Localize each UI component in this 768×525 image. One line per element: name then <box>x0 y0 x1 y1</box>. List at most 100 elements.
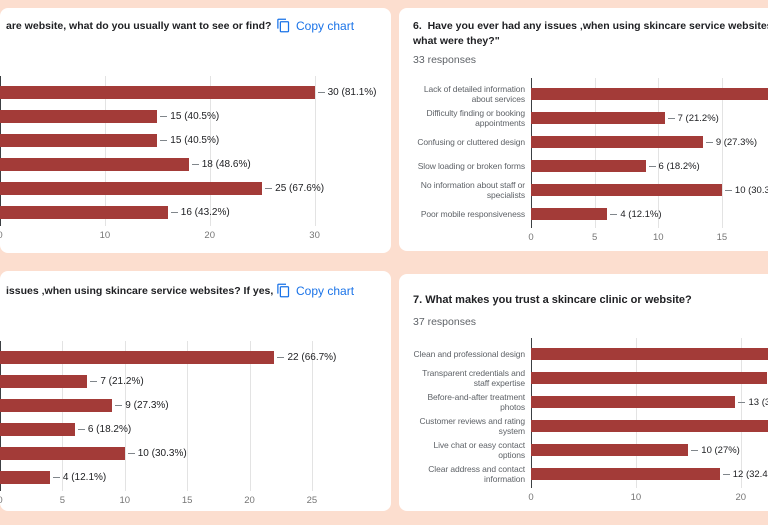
bar-row: Lack of detailed information about servi… <box>405 82 768 106</box>
bar <box>531 468 720 480</box>
category-label: Clean and professional design <box>413 349 526 359</box>
bar-row: 7 (21.2%) <box>0 369 388 393</box>
category-label: Customer reviews and rating system <box>419 416 526 436</box>
gridline <box>658 78 660 228</box>
category-label: Transparent credentials and staff expert… <box>422 368 525 388</box>
x-tick-label: 15 <box>181 495 193 506</box>
copy-chart-button[interactable]: Copy chart <box>276 18 354 33</box>
bar-row: 25 (67.6%) <box>0 176 388 200</box>
bar <box>531 208 608 220</box>
x-tick-label: 0 <box>528 492 534 503</box>
category-label: Before-and-after treatment photos <box>427 392 525 412</box>
bar <box>531 444 689 456</box>
bar <box>0 109 158 123</box>
value-label: 6 (18.2%) <box>75 424 131 435</box>
bar-row: Difficulty finding or booking appointmen… <box>405 106 768 130</box>
value-label: 10 (30.3%) <box>722 185 768 196</box>
x-tick-label: 5 <box>591 232 598 243</box>
category-label: Confusing or cluttered design <box>417 137 525 147</box>
category-label: Live chat or easy contact options <box>433 440 525 460</box>
value-label: 7 (21.2%) <box>87 376 143 387</box>
bar-row: 4 (12.1%) <box>0 465 388 489</box>
bar-row: Clear address and contact information 12 … <box>405 462 768 486</box>
responses-count: 33 responses <box>413 54 477 66</box>
bar-row: Confusing or cluttered design 9 (27.3%) <box>405 130 768 154</box>
gridline <box>124 341 126 491</box>
x-tick-label: 0 <box>0 230 3 241</box>
category-label: No information about staff or specialist… <box>420 180 525 200</box>
bar-row: Before-and-after treatment photos 13 (35.… <box>405 390 768 414</box>
x-tick-label: 10 <box>652 232 664 243</box>
bar-row: 9 (27.3%) <box>0 393 388 417</box>
x-tick-label: 10 <box>99 230 111 241</box>
bar <box>531 372 767 384</box>
category-label: Difficulty finding or booking appointmen… <box>426 108 525 128</box>
copy-icon <box>277 283 290 298</box>
bar <box>0 205 168 219</box>
x-tick-label: 10 <box>630 492 642 503</box>
category-label: Poor mobile responsiveness <box>420 209 525 219</box>
bar <box>531 184 722 196</box>
bar-row: Customer reviews and rating system <box>405 414 768 438</box>
bar-rows: 22 (66.7%) 7 (21.2%) 9 (27.3%) 6 (18.2%)… <box>0 345 388 489</box>
bar-row: 30 (81.1%) <box>0 80 388 104</box>
x-tick-label: 5 <box>59 495 66 506</box>
bar-row: Transparent credentials and staff expert… <box>405 366 768 390</box>
bar <box>0 133 158 147</box>
copy-chart-label: Copy chart <box>296 283 355 298</box>
chart-title: 6. Have you ever had any issues ‚when us… <box>413 20 768 32</box>
bar-row: 22 (66.7%) <box>0 345 388 369</box>
axis-baseline <box>0 341 1 491</box>
x-axis: 0 10 20 30 <box>0 76 388 242</box>
value-label: 18 (48.6%) <box>189 159 251 170</box>
value-label: 25 (67.6%) <box>262 183 324 194</box>
copy-chart-button[interactable]: Copy chart <box>276 283 354 298</box>
chart-title-line2: what were they?" <box>413 35 500 47</box>
category-label: Slow loading or broken forms <box>417 161 525 171</box>
bar-row: 18 (48.6%) <box>0 152 388 176</box>
bar <box>0 85 315 99</box>
chart-card-top-left: are website, what do you usually want to… <box>0 8 391 253</box>
gridline <box>104 76 106 226</box>
copy-chart-label: Copy chart <box>296 18 355 33</box>
bar-rows: 30 (81.1%) 15 (40.5%) 15 (40.5%) 18 (48.… <box>0 80 388 224</box>
bar <box>0 350 275 364</box>
bar <box>531 136 703 148</box>
chart-title: 7. What makes you trust a skincare clini… <box>413 294 692 306</box>
gridline <box>314 76 316 226</box>
chart-title: issues ‚when using skincare service webs… <box>6 285 274 297</box>
value-label: 4 (12.1%) <box>607 209 661 220</box>
value-label: 15 (40.5%) <box>157 135 219 146</box>
gridline <box>62 341 64 491</box>
chart-card-bottom-right: 7. What makes you trust a skincare clini… <box>399 274 768 511</box>
copy-icon <box>277 18 290 33</box>
bar <box>0 157 189 171</box>
x-tick-label: 0 <box>0 495 3 506</box>
bar <box>531 88 768 100</box>
value-label: 16 (43.2%) <box>168 207 230 218</box>
gridline <box>721 78 723 228</box>
value-label: 12 (32.4%) <box>720 469 768 480</box>
x-tick-label: 10 <box>119 495 131 506</box>
gridline <box>209 76 211 226</box>
bar-row: Poor mobile responsiveness 4 (12.1%) <box>405 202 768 226</box>
value-label: 4 (12.1%) <box>50 472 106 483</box>
bar <box>0 398 113 412</box>
value-label: 13 (35.1%) <box>735 397 768 408</box>
bar-rows: Clean and professional design21 Transpar… <box>405 342 768 486</box>
bar-row: 15 (40.5%) <box>0 128 388 152</box>
x-axis: 0 5 10 15 <box>528 78 768 244</box>
value-label: 9 (27.3%) <box>112 400 168 411</box>
x-axis: 0 5 10 15 20 25 <box>0 341 388 507</box>
value-label: 22 (66.7%) <box>274 352 336 363</box>
x-tick-label: 20 <box>244 495 255 506</box>
bar <box>0 181 263 195</box>
chart-card-top-right: 6. Have you ever had any issues ‚when us… <box>399 8 768 251</box>
bar-row: 6 (18.2%) <box>0 417 388 441</box>
value-label: 9 (27.3%) <box>703 137 757 148</box>
category-label: Lack of detailed information about servi… <box>423 84 525 104</box>
x-axis: 0 10 20 <box>528 338 768 504</box>
x-tick-label: 20 <box>735 492 747 503</box>
bar <box>0 422 75 436</box>
bar <box>531 160 646 172</box>
